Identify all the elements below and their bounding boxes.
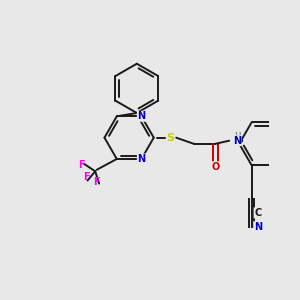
Text: N: N (137, 154, 146, 164)
Text: F: F (78, 160, 85, 170)
Text: N: N (233, 136, 241, 146)
Text: S: S (167, 133, 175, 142)
Text: H: H (234, 132, 240, 141)
Text: F: F (83, 172, 89, 182)
Text: F: F (94, 177, 100, 187)
Text: N: N (254, 222, 262, 232)
Text: O: O (211, 162, 220, 172)
Text: C: C (254, 208, 261, 218)
Text: N: N (137, 111, 146, 121)
